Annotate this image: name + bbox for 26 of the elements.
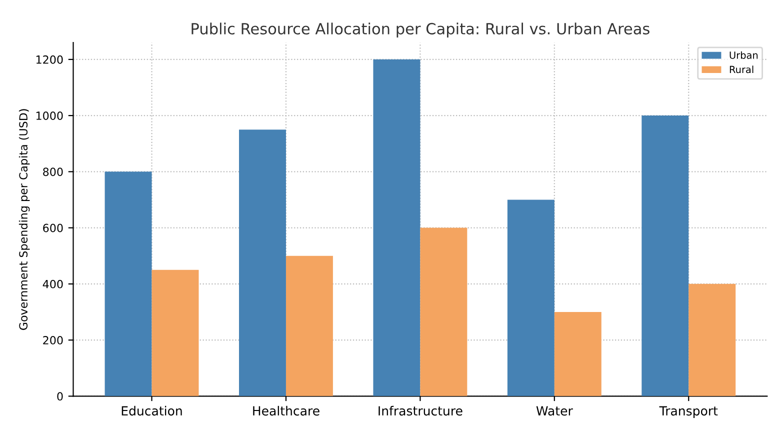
y-tick-label: 600 [43, 224, 63, 232]
y-tick-label: 200 [43, 336, 63, 344]
x-tick-label: Infrastructure [378, 406, 462, 416]
y-tick-label: 800 [43, 168, 63, 176]
x-tick-label: Transport [659, 406, 718, 418]
legend-label: Rural [730, 66, 754, 74]
bar [507, 200, 554, 396]
y-axis-title: Government Spending per Capita (USD) [18, 109, 30, 330]
bar [286, 256, 333, 396]
x-tick-label: Healthcare [253, 406, 320, 416]
bar [239, 130, 286, 396]
bar [373, 59, 420, 396]
y-tick-label: 400 [42, 280, 63, 288]
x-tick-label: Water [536, 406, 573, 416]
bar [688, 284, 736, 396]
y-tick-label: 1000 [36, 112, 63, 120]
bar [554, 312, 602, 396]
bar [642, 116, 689, 396]
y-tick-label: 1200 [36, 55, 63, 64]
bar [420, 228, 468, 396]
bar [104, 172, 152, 396]
bar [152, 270, 199, 396]
legend-label: Urban [730, 51, 758, 59]
x-tick-label: Education [122, 406, 182, 416]
y-tick-label: 0 [57, 392, 63, 401]
chart-title: Public Resource Allocation per Capita: Rural vs. Urban Areas [192, 22, 650, 38]
